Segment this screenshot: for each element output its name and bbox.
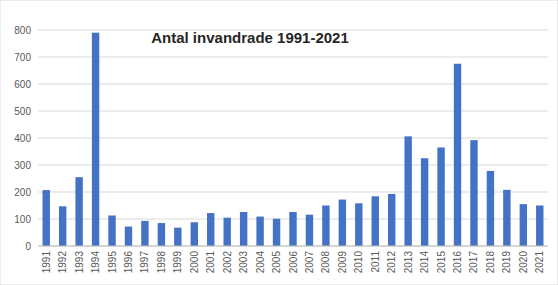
x-tick-label: 2020 — [518, 251, 529, 274]
y-tick-label: 100 — [14, 214, 31, 225]
bar — [355, 203, 362, 246]
x-tick-label: 2019 — [501, 251, 512, 274]
x-tick-label: 1997 — [139, 251, 150, 274]
bar — [207, 213, 214, 246]
title: Antal invandrade 1991-2021 — [151, 29, 349, 46]
bar — [240, 212, 247, 246]
y-tick-label: 700 — [14, 52, 31, 63]
bar — [520, 204, 527, 246]
y-tick-label: 400 — [14, 133, 31, 144]
bar — [223, 218, 230, 246]
x-tick-label: 2015 — [436, 251, 447, 274]
x-tick-label: 1991 — [41, 251, 52, 274]
bar — [404, 136, 411, 246]
bar — [437, 147, 444, 246]
x-tick-label: 1998 — [156, 251, 167, 274]
bar — [470, 140, 477, 246]
bar — [487, 171, 494, 246]
bar — [174, 228, 181, 246]
grid-line — [38, 84, 548, 85]
x-tick-label: 1992 — [57, 251, 68, 274]
bar — [92, 33, 99, 246]
bar — [158, 223, 165, 246]
y-tick-label: 0 — [25, 241, 31, 252]
bar — [454, 64, 461, 246]
bar — [75, 177, 82, 246]
background — [0, 0, 558, 285]
x-tick-label: 1994 — [90, 251, 101, 274]
bar — [191, 222, 198, 246]
bar — [108, 215, 115, 246]
x-tick-label: 2003 — [238, 251, 249, 274]
x-tick-label: 2016 — [452, 251, 463, 274]
bar — [289, 212, 296, 246]
x-tick-label: 2000 — [189, 251, 200, 274]
bar — [43, 190, 50, 246]
bar — [388, 194, 395, 246]
bar — [322, 206, 329, 247]
y-tick-label: 200 — [14, 187, 31, 198]
bar — [306, 215, 313, 246]
x-tick-label: 1996 — [123, 251, 134, 274]
x-tick-label: 1995 — [107, 251, 118, 274]
y-tick-label: 600 — [14, 79, 31, 90]
x-tick-label: 2004 — [255, 251, 266, 274]
x-tick-label: 2012 — [386, 251, 397, 274]
x-tick-label: 2008 — [320, 251, 331, 274]
x-tick-label: 2002 — [222, 251, 233, 274]
bar — [372, 196, 379, 246]
bar — [421, 158, 428, 246]
grid-line — [38, 246, 548, 247]
chart: 0 100 200 300 400 500 600 700 800 1991 1992 1993 199… — [0, 0, 558, 285]
x-tick-label: 2006 — [288, 251, 299, 274]
x-tick-label: 2009 — [337, 251, 348, 274]
x-axis — [38, 246, 548, 247]
x-tick-label: 2013 — [403, 251, 414, 274]
y-tick-label: 300 — [14, 160, 31, 171]
x-tick-label: 2010 — [353, 251, 364, 274]
x-tick-label: 2018 — [485, 251, 496, 274]
bar — [273, 219, 280, 246]
x-tick-label: 1999 — [172, 251, 183, 274]
x-tick-label: 2005 — [271, 251, 282, 274]
x-tick-label: 1993 — [74, 251, 85, 274]
grid-line — [38, 57, 548, 58]
x-tick-label: 2007 — [304, 251, 315, 274]
bar — [339, 200, 346, 246]
bars — [43, 33, 544, 246]
bar — [536, 206, 543, 247]
grid-line — [38, 111, 548, 112]
grid-line — [38, 138, 548, 139]
bar — [125, 227, 132, 246]
bar — [141, 221, 148, 246]
x-tick-label: 2021 — [534, 251, 545, 274]
x-tick-label: 2011 — [370, 251, 381, 273]
x-tick-label: 2017 — [468, 251, 479, 274]
x-tick-label: 2001 — [205, 251, 216, 274]
x-tick-label: 2014 — [419, 251, 430, 274]
bar — [256, 217, 263, 246]
bar — [59, 206, 66, 246]
y-tick-label: 800 — [14, 25, 31, 36]
y-tick-label: 500 — [14, 106, 31, 117]
bar — [503, 190, 510, 246]
